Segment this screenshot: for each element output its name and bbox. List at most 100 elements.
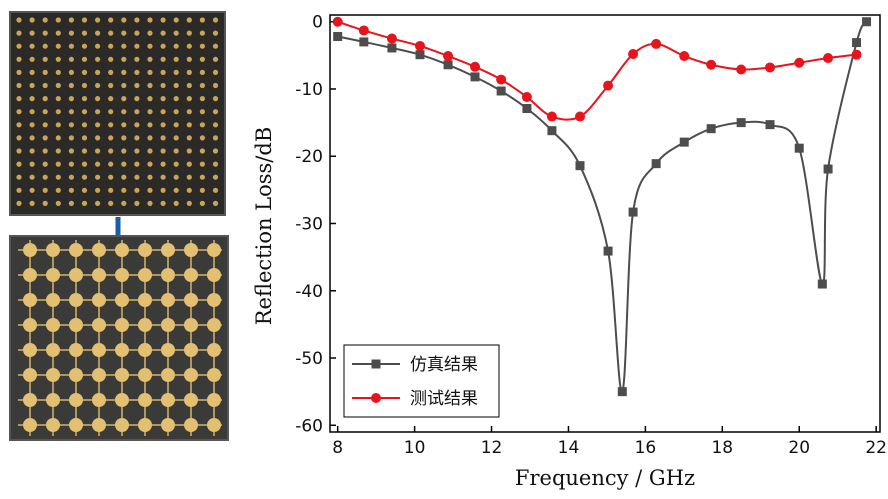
series-line	[337, 21, 868, 393]
marker	[386, 33, 397, 44]
dot	[199, 122, 205, 128]
dot	[68, 161, 74, 167]
dot	[186, 122, 192, 128]
pad	[138, 393, 152, 407]
dot	[134, 161, 140, 167]
dot	[199, 82, 205, 89]
dot	[186, 148, 192, 154]
dot	[16, 17, 22, 23]
marker	[736, 64, 747, 75]
marker	[617, 387, 627, 397]
dot	[199, 148, 205, 154]
marker	[651, 38, 662, 49]
marker	[628, 49, 639, 60]
dot	[108, 122, 114, 128]
pad	[207, 293, 221, 307]
marker	[496, 74, 507, 85]
material-images	[9, 11, 229, 441]
dot	[134, 122, 140, 128]
dot	[81, 135, 88, 141]
pad	[161, 318, 175, 332]
dot	[68, 135, 74, 141]
dot	[121, 43, 127, 49]
marker	[736, 118, 746, 128]
dot	[42, 96, 48, 102]
dot	[95, 17, 101, 23]
dot	[186, 30, 192, 36]
dot	[186, 174, 192, 180]
dot	[121, 30, 127, 36]
marker	[765, 62, 775, 73]
dot	[16, 200, 22, 206]
dot	[173, 135, 179, 141]
dot	[95, 174, 101, 180]
pad	[184, 343, 198, 357]
dot	[121, 135, 127, 141]
dot	[42, 109, 48, 115]
dot	[16, 82, 22, 89]
pad	[46, 268, 60, 282]
dot	[29, 82, 35, 89]
y-tick-label: -10	[295, 80, 323, 100]
x-tick-label: 14	[558, 438, 580, 458]
dot	[134, 82, 140, 89]
pad	[115, 343, 129, 357]
dot	[186, 135, 192, 141]
pad	[23, 368, 37, 382]
dot	[134, 43, 140, 49]
dot	[199, 43, 205, 49]
pad	[46, 368, 60, 382]
dot	[81, 43, 88, 49]
pad	[23, 318, 37, 332]
dot	[16, 96, 22, 102]
dot	[212, 82, 219, 89]
dot	[42, 161, 48, 167]
dot	[95, 187, 101, 193]
legend-marker	[371, 393, 381, 403]
dot	[108, 135, 114, 141]
x-tick-label: 18	[711, 438, 733, 458]
dot	[68, 200, 74, 206]
pad	[161, 293, 175, 307]
dot	[121, 17, 127, 23]
marker	[496, 86, 506, 96]
pad	[23, 293, 37, 307]
dot	[55, 30, 61, 36]
dot	[95, 69, 101, 75]
marker	[794, 57, 805, 68]
dot	[134, 96, 140, 102]
dot	[55, 17, 61, 23]
dot	[42, 56, 48, 62]
dot	[55, 109, 61, 115]
y-tick-label: -40	[295, 282, 323, 302]
pad	[69, 418, 83, 432]
pad	[23, 418, 37, 432]
dot	[16, 56, 22, 62]
pad	[184, 368, 198, 382]
dot	[173, 43, 179, 49]
dot	[81, 82, 88, 89]
dot	[68, 109, 74, 115]
dot	[186, 200, 192, 206]
pad	[138, 243, 152, 257]
dot	[108, 82, 114, 89]
dot	[134, 148, 140, 154]
dot	[147, 161, 153, 167]
dot	[160, 187, 166, 193]
dot	[29, 56, 35, 62]
dot	[186, 82, 192, 89]
dot	[81, 30, 88, 36]
pad	[115, 393, 129, 407]
y-tick-label: -60	[295, 416, 323, 436]
dot	[173, 69, 179, 75]
pad	[161, 243, 175, 257]
marker	[522, 103, 532, 113]
pad	[69, 393, 83, 407]
dot	[147, 30, 153, 36]
pad	[115, 318, 129, 332]
dot	[134, 174, 140, 180]
dot	[81, 187, 88, 193]
pad	[184, 318, 198, 332]
dot	[42, 174, 48, 180]
dot	[16, 69, 22, 75]
